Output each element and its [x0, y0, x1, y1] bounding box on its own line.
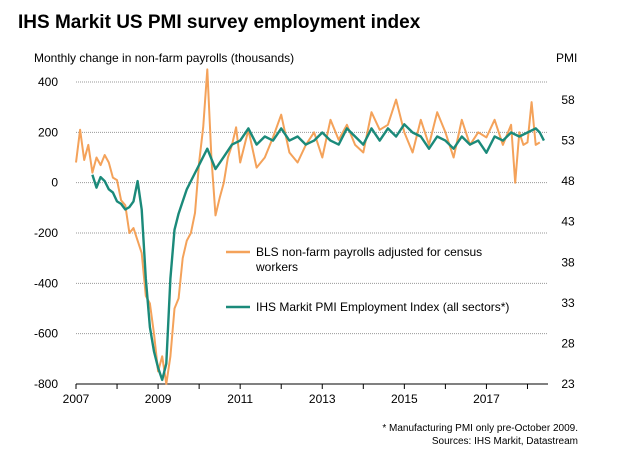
left-tick-label-2: 0: [51, 176, 58, 190]
chart-title: IHS Markit US PMI survey employment inde…: [18, 12, 421, 33]
left-tick-label-4: -400: [34, 276, 58, 290]
right-tick-label-6: 28: [561, 336, 575, 350]
legend-label-payrolls-line2: workers: [255, 260, 298, 274]
x-tick-label-5: 2017: [473, 392, 500, 406]
x-tick-label-4: 2015: [391, 392, 418, 406]
right-tick-label-5: 33: [561, 296, 575, 310]
left-tick-label-6: -800: [34, 377, 58, 391]
legend-label-payrolls-line1: BLS non-farm payrolls adjusted for censu…: [256, 245, 482, 259]
footnote: * Manufacturing PMI only pre-October 200…: [382, 423, 578, 434]
right-tick-label-0: 58: [561, 93, 575, 107]
sources-note: Sources: IHS Markit, Datastream: [432, 436, 578, 447]
series-line-1: [91, 123, 545, 382]
left-tick-label-5: -600: [34, 327, 58, 341]
left-tick-label-0: 400: [38, 75, 58, 89]
right-tick-label-1: 53: [561, 134, 575, 148]
legend-label-pmi: IHS Markit PMI Employment Index (all sec…: [256, 300, 509, 314]
left-axis-label: Monthly change in non-farm payrolls (tho…: [34, 51, 294, 65]
right-tick-label-7: 23: [561, 377, 575, 391]
x-tick-label-1: 2009: [145, 392, 172, 406]
legend-label-payrolls: BLS non-farm payrolls adjusted for censu…: [255, 245, 482, 274]
left-tick-label-1: 200: [38, 125, 58, 139]
right-tick-label-4: 38: [561, 255, 575, 269]
right-tick-label-2: 48: [561, 174, 575, 188]
x-tick-label-2: 2011: [227, 392, 253, 406]
x-tick-label-0: 2007: [63, 392, 90, 406]
right-axis-label: PMI: [556, 51, 577, 65]
left-tick-label-3: -200: [34, 226, 58, 240]
series-line-0: [75, 68, 541, 385]
x-tick-label-3: 2013: [309, 392, 336, 406]
right-tick-label-3: 43: [561, 215, 575, 229]
